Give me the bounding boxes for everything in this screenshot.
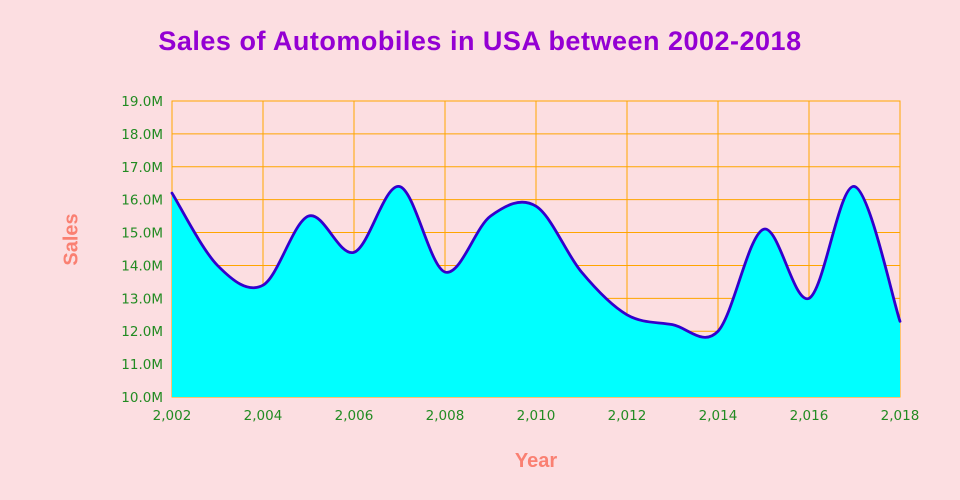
x-tick-label: 2,018: [881, 408, 920, 424]
x-tick-label: 2,014: [699, 408, 738, 424]
line-series: [170, 185, 902, 339]
y-tick-label: 16.0M: [121, 193, 163, 209]
y-tick-label: 14.0M: [121, 258, 163, 274]
y-tick-label: 17.0M: [121, 160, 163, 176]
x-tick-label: 2,010: [517, 408, 556, 424]
y-tick-label: 15.0M: [121, 226, 163, 242]
chart-title: Sales of Automobiles in USA between 2002…: [158, 26, 802, 56]
x-tick-label: 2,004: [244, 408, 283, 424]
y-tick-label: 12.0M: [121, 324, 163, 340]
x-tick-label: 2,002: [153, 408, 192, 424]
y-tick-label: 10.0M: [121, 390, 163, 406]
x-tick-label: 2,016: [790, 408, 829, 424]
y-tick-label: 19.0M: [121, 94, 163, 110]
x-tick-label: 2,012: [608, 408, 647, 424]
x-axis-title: Year: [514, 450, 558, 472]
y-tick-label: 11.0M: [121, 357, 163, 373]
y-tick-label: 18.0M: [121, 127, 163, 143]
x-tick-label: 2,008: [426, 408, 465, 424]
area-series: [172, 186, 900, 397]
y-tick-label: 13.0M: [121, 291, 163, 307]
x-tick-label: 2,006: [335, 408, 374, 424]
